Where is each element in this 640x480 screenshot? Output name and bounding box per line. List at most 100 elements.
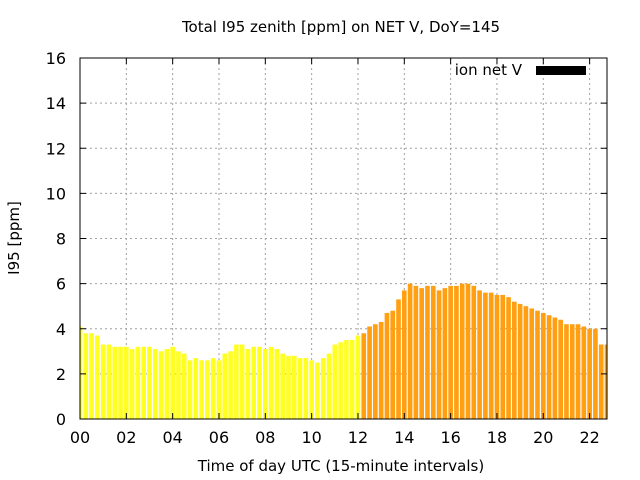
- legend-swatch: [536, 66, 586, 75]
- bar: [361, 333, 367, 419]
- bar: [152, 349, 158, 419]
- bar: [459, 283, 465, 419]
- legend: ion net V: [455, 61, 586, 79]
- bar: [326, 353, 332, 419]
- bar: [222, 353, 228, 419]
- bar: [129, 349, 135, 419]
- x-tick-label: 08: [255, 428, 275, 447]
- bar: [344, 340, 349, 419]
- bar: [83, 333, 89, 419]
- bar: [176, 351, 181, 419]
- bar: [141, 346, 147, 419]
- x-axis-label: Time of day UTC (15-minute intervals): [197, 457, 484, 475]
- bar: [442, 288, 448, 419]
- bar: [512, 301, 517, 419]
- bar: [535, 310, 540, 419]
- bar: [228, 351, 233, 419]
- bar: [587, 328, 592, 419]
- bar: [332, 344, 338, 419]
- bar: [506, 297, 511, 419]
- bar: [216, 360, 222, 419]
- bar: [488, 292, 494, 419]
- bar: [401, 290, 407, 419]
- bar: [575, 324, 581, 419]
- bar: [500, 294, 506, 419]
- bars: [80, 283, 607, 419]
- bar: [558, 319, 563, 419]
- bar: [118, 346, 123, 419]
- bar: [199, 360, 204, 419]
- bar: [234, 344, 239, 419]
- bar: [245, 349, 251, 419]
- bar: [465, 283, 471, 419]
- bar: [205, 360, 210, 419]
- bar: [430, 285, 436, 419]
- bar: [187, 360, 193, 419]
- y-tick-label: 2: [56, 365, 66, 384]
- bar: [297, 358, 303, 419]
- y-tick-labels: 0 2 4 6 8 10 12 14 16: [46, 49, 66, 429]
- bar: [569, 324, 575, 419]
- bar: [349, 340, 355, 419]
- y-tick-label: 0: [56, 410, 66, 429]
- bar: [100, 344, 106, 419]
- x-tick-label: 10: [301, 428, 321, 447]
- bar: [564, 324, 569, 419]
- bar: [517, 303, 523, 419]
- bar: [124, 346, 129, 419]
- bar: [471, 285, 477, 419]
- bar: [158, 351, 164, 419]
- bar: [263, 349, 268, 419]
- bar: [80, 326, 83, 419]
- x-tick-label: 02: [116, 428, 136, 447]
- x-tick-label: 00: [70, 428, 90, 447]
- bar: [309, 360, 314, 419]
- bar: [251, 346, 257, 419]
- bar: [193, 358, 199, 419]
- bar: [112, 346, 118, 419]
- x-tick-label: 20: [533, 428, 553, 447]
- bar: [170, 346, 175, 419]
- bar: [367, 326, 372, 419]
- bar: [598, 344, 604, 419]
- bar: [257, 346, 262, 419]
- bar: [303, 358, 309, 419]
- bar: [593, 328, 598, 419]
- bar: [286, 355, 291, 419]
- bar: [373, 324, 378, 419]
- bar: [135, 346, 141, 419]
- bar: [181, 353, 187, 419]
- bar: [454, 285, 459, 419]
- bar: [320, 358, 326, 419]
- x-tick-label: 22: [579, 428, 599, 447]
- bar: [477, 290, 482, 419]
- bar: [604, 344, 607, 419]
- y-tick-label: 12: [46, 139, 66, 158]
- bar: [483, 292, 488, 419]
- bar: [413, 285, 419, 419]
- bar: [147, 346, 152, 419]
- x-tick-label: 04: [162, 428, 182, 447]
- legend-label: ion net V: [455, 61, 523, 79]
- y-tick-label: 10: [46, 184, 66, 203]
- bar: [338, 342, 343, 419]
- y-tick-label: 6: [56, 275, 66, 294]
- bar: [291, 355, 297, 419]
- bar: [523, 306, 529, 419]
- bar: [436, 290, 442, 419]
- bar: [494, 294, 500, 419]
- x-tick-label: 18: [487, 428, 507, 447]
- y-tick-label: 4: [56, 320, 66, 339]
- bar: [210, 358, 216, 419]
- x-tick-label: 12: [348, 428, 368, 447]
- bar: [546, 315, 552, 419]
- bar: [552, 317, 558, 419]
- y-axis-label: I95 [ppm]: [5, 201, 23, 275]
- bar: [419, 288, 424, 419]
- bar: [396, 299, 401, 419]
- x-tick-labels: 00 02 04 06 08 10 12 14 16 18 20 22: [70, 428, 600, 447]
- bar: [407, 283, 413, 419]
- bar: [95, 335, 100, 419]
- y-tick-label: 16: [46, 49, 66, 68]
- bar: [448, 285, 453, 419]
